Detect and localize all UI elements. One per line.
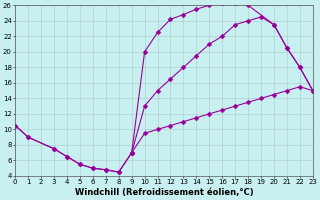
X-axis label: Windchill (Refroidissement éolien,°C): Windchill (Refroidissement éolien,°C) — [75, 188, 253, 197]
